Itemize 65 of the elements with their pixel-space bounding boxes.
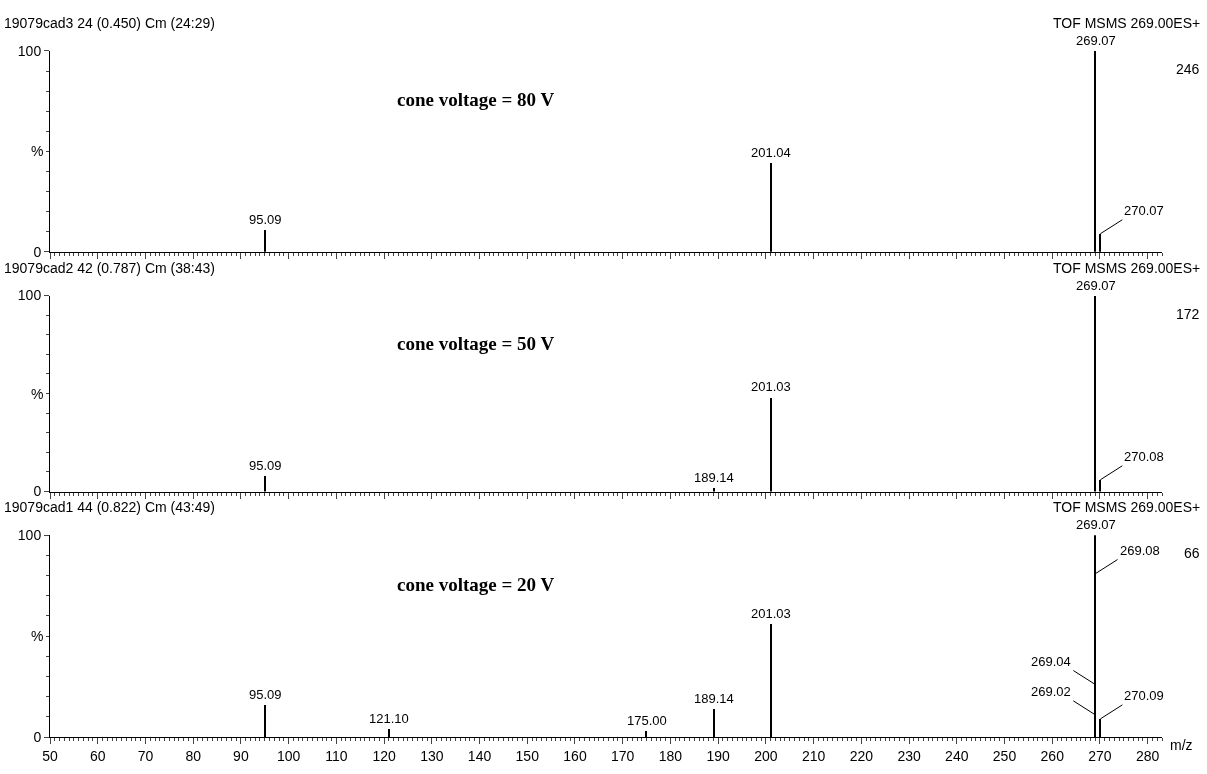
annotation: 269.08: [1120, 543, 1160, 558]
x-tick-label: 280: [1136, 747, 1160, 764]
annotation: 95.09: [249, 458, 282, 473]
annotation: 270.09: [1124, 688, 1164, 703]
chart-title: 19079cad2 42 (0.787) Cm (38:43): [4, 260, 215, 276]
annotation: 175.00: [627, 713, 667, 728]
chart-subtitle: TOF MSMS 269.00ES+: [1053, 15, 1201, 31]
y-tick-label: 0: [33, 483, 42, 500]
annotation: 270.08: [1124, 449, 1164, 464]
x-tick-label: 210: [801, 747, 826, 764]
x-tick-label: 180: [658, 747, 683, 764]
y-tick-label: 100: [17, 42, 42, 59]
annotation: cone voltage = 20 V: [397, 574, 555, 595]
text: 66: [1184, 545, 1200, 561]
annotation: 95.09: [249, 212, 282, 227]
chart-subtitle: TOF MSMS 269.00ES+: [1053, 499, 1201, 515]
annotation: 201.03: [751, 379, 791, 394]
text: 172: [1176, 306, 1200, 322]
annotation: 270.07: [1124, 203, 1164, 218]
annotation: 201.04: [751, 145, 791, 160]
x-tick-label: 90: [233, 747, 249, 764]
x-tick-label: 150: [515, 747, 540, 764]
x-tick-label: 70: [137, 747, 154, 764]
x-tick-label: 220: [849, 747, 874, 764]
annotation: 269.07: [1076, 33, 1116, 48]
annotation: 189.14: [694, 470, 734, 485]
x-tick-label: 110: [325, 747, 348, 764]
x-tick-label: 120: [372, 747, 396, 764]
chart-title: 19079cad1 44 (0.822) Cm (43:49): [4, 499, 215, 515]
annotation: 121.10: [369, 711, 409, 726]
x-tick-label: 50: [42, 747, 58, 764]
x-tick-label: 240: [945, 747, 969, 764]
annotation: 269.07: [1076, 278, 1116, 293]
annotation: cone voltage = 80 V: [397, 89, 555, 110]
x-tick-label: 190: [706, 747, 731, 764]
y-axis-title: %: [31, 143, 44, 159]
y-tick-label: 100: [17, 527, 42, 544]
x-tick-label: 230: [897, 747, 921, 764]
chart-title: 19079cad3 24 (0.450) Cm (24:29): [4, 15, 215, 31]
annotation: cone voltage = 50 V: [397, 333, 555, 354]
x-tick-label: 200: [754, 747, 778, 764]
annotation: 189.14: [694, 691, 734, 706]
x-tick-label: 60: [89, 747, 106, 764]
x-tick-label: 160: [563, 747, 587, 764]
y-tick-label: 0: [33, 728, 42, 745]
x-tick-label: 100: [276, 747, 301, 764]
x-tick-label: 130: [420, 747, 444, 764]
x-axis-title: m/z: [1170, 737, 1193, 753]
x-tick-label: 80: [185, 747, 202, 764]
y-axis-title: %: [31, 628, 44, 644]
x-tick-label: 270: [1088, 747, 1112, 764]
x-tick-label: 250: [992, 747, 1017, 764]
annotation: 269.02: [1031, 684, 1071, 699]
annotation: 269.07: [1076, 517, 1116, 532]
text: 246: [1176, 61, 1200, 77]
x-tick-label: 140: [467, 747, 492, 764]
y-tick-label: 0: [33, 243, 42, 260]
x-tick-label: 260: [1040, 747, 1065, 764]
annotation: 269.04: [1031, 654, 1071, 669]
annotation: 95.09: [249, 687, 282, 702]
y-tick-label: 100: [17, 287, 42, 304]
chart-subtitle: TOF MSMS 269.00ES+: [1053, 260, 1201, 276]
x-tick-label: 170: [611, 747, 635, 764]
y-axis-title: %: [31, 386, 44, 402]
annotation: 201.03: [751, 606, 791, 621]
